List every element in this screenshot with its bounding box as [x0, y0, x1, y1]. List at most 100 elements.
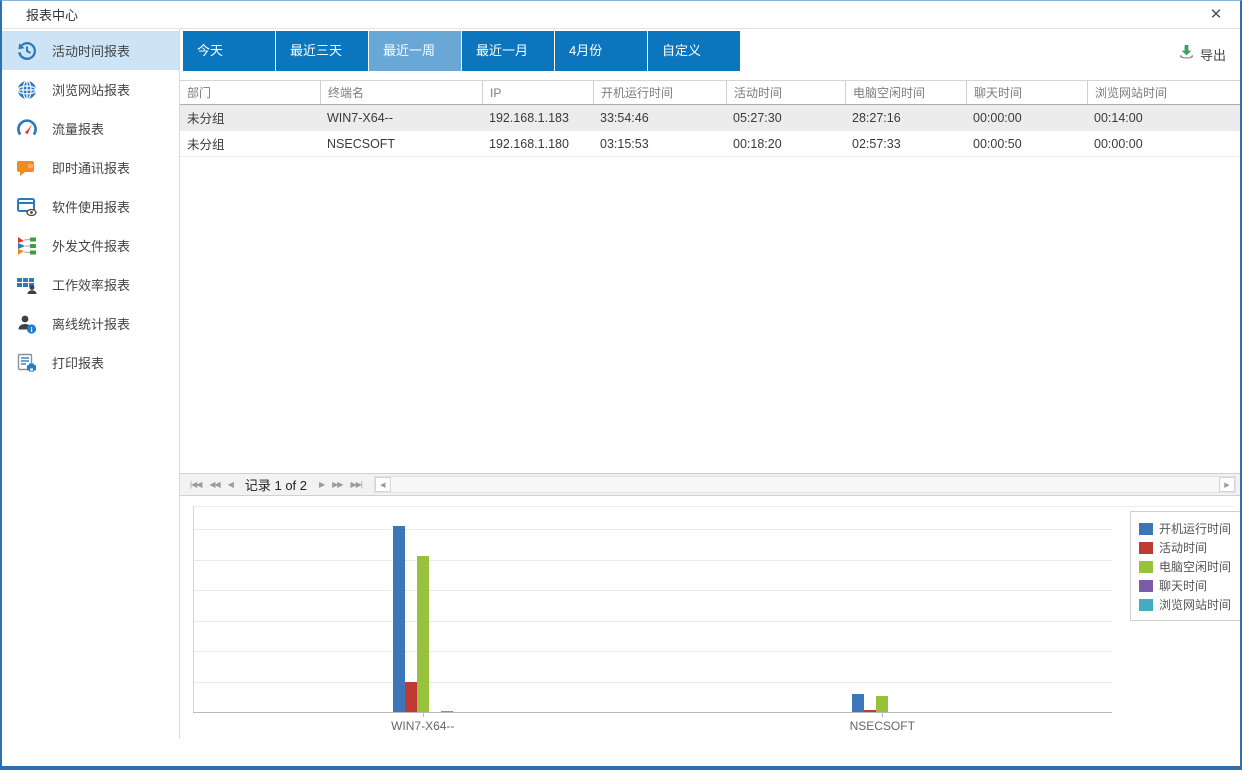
window-title: 报表中心 — [26, 8, 79, 23]
sidebar-item-6[interactable]: 外发文件报表 — [2, 226, 179, 265]
table-cell: 33:54:46 — [600, 110, 649, 125]
fast-next-button[interactable]: ▶▶ — [332, 480, 343, 489]
sidebar-item-7[interactable]: 工作效率报表 — [2, 265, 179, 304]
legend-item: 聊天时间 — [1139, 577, 1231, 594]
chart-top-border — [193, 506, 1234, 507]
column-header[interactable]: 终端名 — [320, 81, 482, 104]
next-record-button[interactable]: ▶ — [319, 480, 325, 489]
table-cell: NSECSOFT — [327, 136, 396, 151]
column-header[interactable]: IP — [482, 81, 593, 104]
table-cell: 未分组 — [187, 138, 225, 152]
table-cell: 00:14:00 — [1094, 110, 1143, 125]
chart-x-axis — [193, 712, 1112, 713]
sidebar-item-2[interactable]: 浏览网站报表 — [2, 70, 179, 109]
main-area: 今天 最近三天 最近一周 最近一月 4月份 自定义 导出 部门 终端名 IP 开机运行时间 活动时… — [180, 29, 1240, 739]
time-range-tabbar: 今天 最近三天 最近一周 最近一月 4月份 自定义 导出 — [180, 29, 1240, 80]
table-cell: 00:18:20 — [733, 136, 782, 151]
outgoing-files-icon — [16, 235, 38, 257]
column-header[interactable]: 电脑空闲时间 — [845, 81, 966, 104]
table-cell: WIN7-X64-- — [327, 110, 393, 125]
chart-category-label: WIN7-X64-- — [391, 719, 455, 733]
export-button[interactable]: 导出 — [1178, 44, 1226, 64]
bar-电脑空闲时间-WIN7-X64-- — [416, 555, 429, 712]
bar-活动时间-WIN7-X64-- — [404, 682, 417, 712]
tab-2[interactable]: 最近三天 — [276, 31, 368, 71]
scroll-left-icon[interactable]: ◀ — [374, 477, 391, 492]
title-bar: 报表中心 ✕ — [2, 1, 1240, 29]
bar-活动时间-NSECSOFT — [864, 710, 877, 712]
tab-1[interactable]: 今天 — [183, 31, 275, 71]
chart-x-tick — [882, 713, 884, 717]
sidebar-item-8[interactable]: i 离线统计报表 — [2, 304, 179, 343]
tab-3[interactable]: 最近一周 — [369, 31, 461, 71]
scroll-right-icon[interactable]: ▶ — [1219, 477, 1235, 492]
close-button[interactable]: ✕ — [1209, 6, 1223, 23]
table-row[interactable]: 未分组 WIN7-X64-- 192.168.1.183 33:54:46 05:27:… — [180, 105, 1240, 131]
export-label: 导出 — [1199, 47, 1226, 63]
table-cell: 00:00:00 — [973, 110, 1022, 125]
table-empty-area — [180, 157, 1240, 473]
tab-4[interactable]: 最近一月 — [462, 31, 554, 71]
chart-category-label: NSECSOFT — [849, 719, 915, 733]
bar-开机运行时间-WIN7-X64-- — [392, 525, 405, 712]
legend-swatch — [1139, 522, 1153, 535]
table-cell: 03:15:53 — [600, 136, 649, 151]
column-header[interactable]: 浏览网站时间 — [1087, 81, 1240, 104]
table-cell: 192.168.1.183 — [489, 110, 569, 125]
sidebar-item-9[interactable]: 打印报表 — [2, 343, 179, 382]
sidebar-item-label: 软件使用报表 — [52, 200, 131, 215]
tab-5[interactable]: 4月份 — [555, 31, 647, 71]
table-cell: 28:27:16 — [852, 110, 901, 125]
legend-label: 电脑空闲时间 — [1159, 560, 1232, 574]
chart-legend: 开机运行时间 活动时间 电脑空闲时间 聊天时间 浏览网站时间 — [1130, 511, 1240, 621]
table-cell: 00:00:50 — [973, 136, 1022, 151]
sidebar-item-1[interactable]: 活动时间报表 — [2, 31, 179, 70]
sidebar-item-label: 工作效率报表 — [52, 278, 131, 293]
sidebar-item-label: 离线统计报表 — [52, 317, 131, 332]
legend-label: 活动时间 — [1159, 541, 1208, 555]
fast-prev-button[interactable]: ◀◀ — [209, 480, 220, 489]
tab-6[interactable]: 自定义 — [648, 31, 740, 71]
first-page-button[interactable]: |◀◀ — [190, 480, 202, 489]
chart-gridline — [193, 590, 1112, 591]
last-page-button[interactable]: ▶▶| — [350, 480, 362, 489]
legend-swatch — [1139, 560, 1153, 573]
sidebar-item-label: 外发文件报表 — [52, 239, 131, 254]
sidebar-item-label: 活动时间报表 — [52, 44, 131, 59]
legend-label: 浏览网站时间 — [1159, 598, 1232, 612]
horizontal-scrollbar[interactable]: ◀ ▶ — [373, 476, 1236, 493]
sidebar-item-label: 流量报表 — [52, 122, 105, 137]
sidebar-item-label: 即时通讯报表 — [52, 161, 131, 176]
column-header[interactable]: 聊天时间 — [966, 81, 1087, 104]
table-cell: 未分组 — [187, 112, 225, 126]
sidebar-item-label: 打印报表 — [52, 356, 105, 371]
export-download-icon — [1178, 44, 1195, 64]
prev-record-button[interactable]: ◀ — [227, 480, 234, 489]
table-row[interactable]: 未分组 NSECSOFT 192.168.1.180 03:15:53 00:18:20… — [180, 131, 1240, 157]
table-cell: 192.168.1.180 — [489, 136, 569, 151]
chart-gridline — [193, 620, 1112, 622]
sidebar-item-5[interactable]: 软件使用报表 — [2, 187, 179, 226]
column-header[interactable]: 部门 — [187, 86, 212, 100]
chart-gridline — [193, 529, 1112, 530]
pager-bar: |◀◀ ◀◀ ◀ 记录 1 of 2 ▶ ▶▶ ▶▶| ◀ ▶ — [180, 473, 1240, 496]
offline-stats-icon: i — [16, 313, 38, 335]
column-header[interactable]: 活动时间 — [726, 81, 845, 104]
sidebar: 活动时间报表 浏览网站报表 流量报表即时通讯报表 软件使用报表 外发文件报表 工作效率报表… — [2, 29, 180, 739]
svg-text:i: i — [30, 325, 32, 334]
bar-电脑空闲时间-NSECSOFT — [876, 695, 889, 712]
column-header[interactable]: 开机运行时间 — [593, 81, 726, 104]
legend-item: 电脑空闲时间 — [1139, 558, 1231, 575]
sidebar-item-4[interactable]: 即时通讯报表 — [2, 148, 179, 187]
legend-item: 浏览网站时间 — [1139, 596, 1231, 613]
chart-gridline — [193, 681, 1112, 683]
history-icon — [16, 40, 38, 62]
legend-swatch — [1139, 598, 1153, 611]
legend-item: 活动时间 — [1139, 539, 1231, 556]
table-cell: 00:00:00 — [1094, 136, 1143, 151]
sidebar-item-label: 浏览网站报表 — [52, 83, 131, 98]
sidebar-item-3[interactable]: 流量报表 — [2, 109, 179, 148]
table-cell: 05:27:30 — [733, 110, 782, 125]
software-watch-icon — [16, 196, 38, 218]
